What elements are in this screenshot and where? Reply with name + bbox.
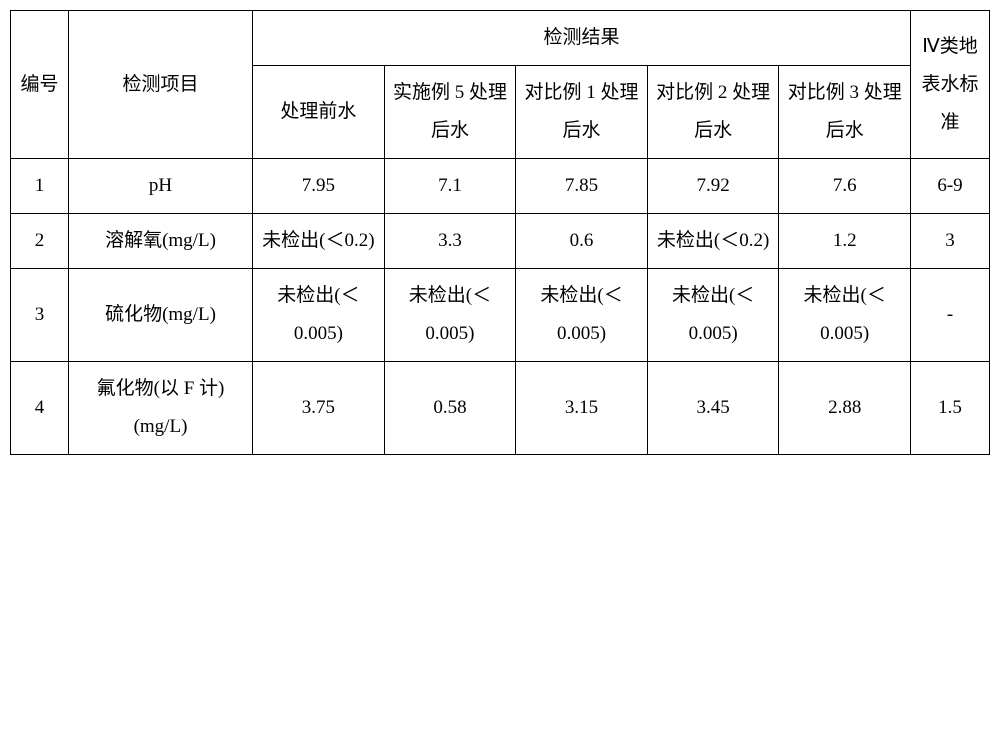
cell-ex5: 3.3 bbox=[384, 214, 516, 269]
cell-cmp1: 未检出(＜0.005) bbox=[516, 269, 648, 362]
cell-before: 7.95 bbox=[253, 159, 385, 214]
header-cmp1: 对比例 1 处理后水 bbox=[516, 66, 648, 159]
cell-ex5: 未检出(＜0.005) bbox=[384, 269, 516, 362]
cell-cmp2: 未检出(＜0.2) bbox=[647, 214, 779, 269]
results-table: 编号 检测项目 检测结果 Ⅳ类地表水标准 处理前水 实施例 5 处理后水 对比例… bbox=[10, 10, 990, 455]
header-cmp2: 对比例 2 处理后水 bbox=[647, 66, 779, 159]
table-row: 3 硫化物(mg/L) 未检出(＜0.005) 未检出(＜0.005) 未检出(… bbox=[11, 269, 990, 362]
cell-cmp2: 7.92 bbox=[647, 159, 779, 214]
header-item: 检测项目 bbox=[68, 11, 252, 159]
cell-cmp2: 未检出(＜0.005) bbox=[647, 269, 779, 362]
table-body: 1 pH 7.95 7.1 7.85 7.92 7.6 6-9 2 溶解氧(mg… bbox=[11, 159, 990, 455]
header-cmp3: 对比例 3 处理后水 bbox=[779, 66, 911, 159]
cell-item: 硫化物(mg/L) bbox=[68, 269, 252, 362]
table-row: 4 氟化物(以 F 计)(mg/L) 3.75 0.58 3.15 3.45 2… bbox=[11, 362, 990, 455]
cell-num: 3 bbox=[11, 269, 69, 362]
cell-item: pH bbox=[68, 159, 252, 214]
cell-cmp3: 1.2 bbox=[779, 214, 911, 269]
cell-std: 6-9 bbox=[911, 159, 990, 214]
cell-cmp1: 3.15 bbox=[516, 362, 648, 455]
cell-cmp2: 3.45 bbox=[647, 362, 779, 455]
cell-before: 未检出(＜0.005) bbox=[253, 269, 385, 362]
header-num: 编号 bbox=[11, 11, 69, 159]
cell-num: 2 bbox=[11, 214, 69, 269]
cell-cmp1: 0.6 bbox=[516, 214, 648, 269]
header-results-group: 检测结果 bbox=[253, 11, 911, 66]
cell-cmp1: 7.85 bbox=[516, 159, 648, 214]
cell-std: 1.5 bbox=[911, 362, 990, 455]
header-std: Ⅳ类地表水标准 bbox=[911, 11, 990, 159]
table-row: 2 溶解氧(mg/L) 未检出(＜0.2) 3.3 0.6 未检出(＜0.2) … bbox=[11, 214, 990, 269]
header-before: 处理前水 bbox=[253, 66, 385, 159]
cell-ex5: 7.1 bbox=[384, 159, 516, 214]
cell-std: 3 bbox=[911, 214, 990, 269]
cell-ex5: 0.58 bbox=[384, 362, 516, 455]
cell-num: 1 bbox=[11, 159, 69, 214]
header-ex5: 实施例 5 处理后水 bbox=[384, 66, 516, 159]
cell-cmp3: 未检出(＜0.005) bbox=[779, 269, 911, 362]
cell-cmp3: 7.6 bbox=[779, 159, 911, 214]
table-row: 1 pH 7.95 7.1 7.85 7.92 7.6 6-9 bbox=[11, 159, 990, 214]
cell-before: 3.75 bbox=[253, 362, 385, 455]
cell-std: - bbox=[911, 269, 990, 362]
cell-num: 4 bbox=[11, 362, 69, 455]
cell-item: 氟化物(以 F 计)(mg/L) bbox=[68, 362, 252, 455]
cell-before: 未检出(＜0.2) bbox=[253, 214, 385, 269]
cell-item: 溶解氧(mg/L) bbox=[68, 214, 252, 269]
cell-cmp3: 2.88 bbox=[779, 362, 911, 455]
